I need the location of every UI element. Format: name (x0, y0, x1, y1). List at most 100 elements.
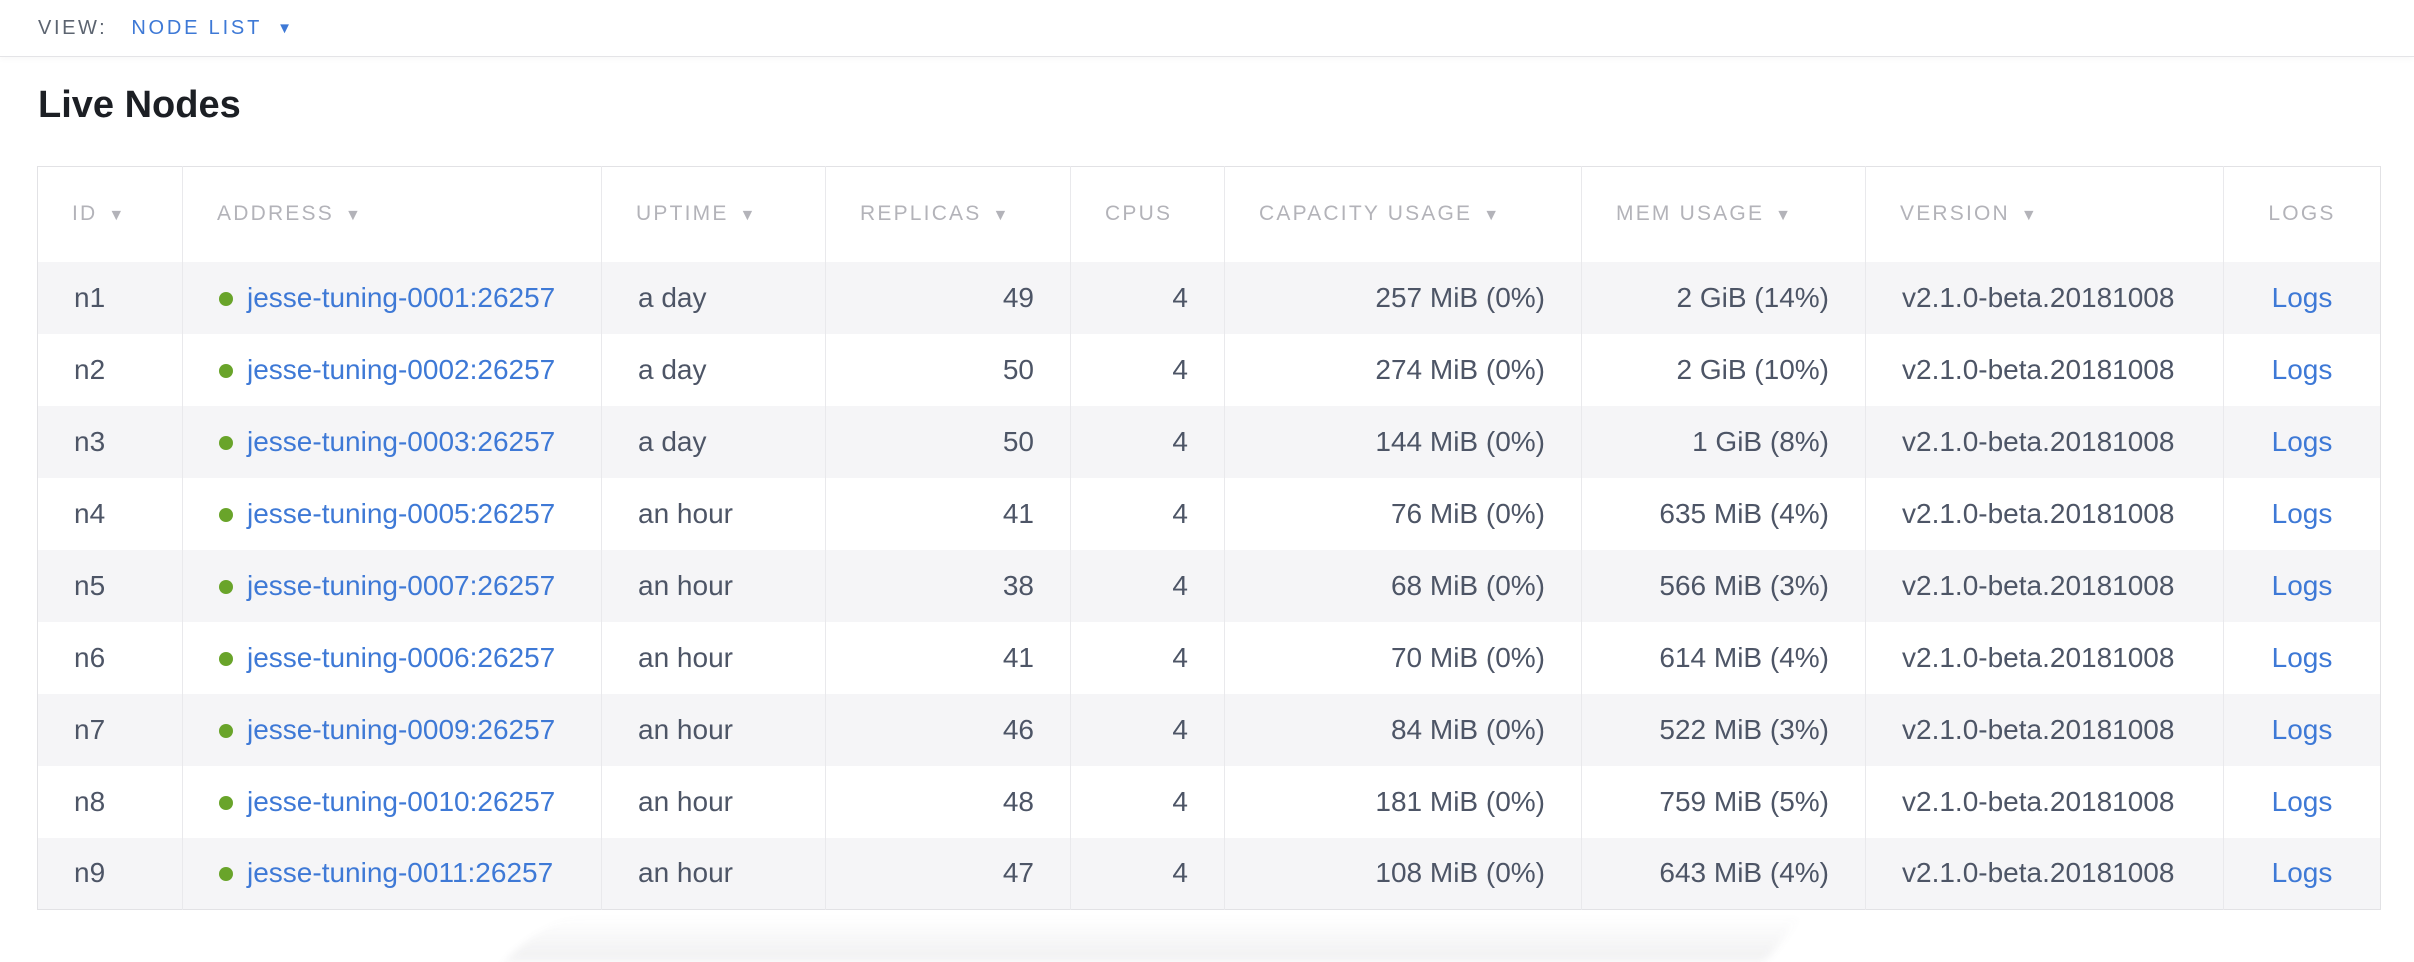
cell-logs: Logs (2223, 477, 2381, 550)
cell-uptime: an hour (601, 477, 826, 550)
address-link[interactable]: jesse-tuning-0005:26257 (247, 497, 556, 529)
logs-link[interactable]: Logs (2271, 353, 2333, 385)
column-header-label: CAPACITY USAGE (1259, 202, 1473, 226)
cell-version: v2.1.0-beta.20181008 (1865, 261, 2224, 334)
cell-id: n4 (74, 497, 106, 529)
column-header-address[interactable]: ADDRESS ▼ (182, 166, 602, 262)
logs-link[interactable]: Logs (2271, 857, 2333, 889)
live-nodes-table: ID ▼ ADDRESS ▼ UPTIME ▼ REPLICAS ▼ CPUS CAPACITY … (37, 166, 2381, 910)
cell-uptime: a day (601, 333, 826, 406)
cell-logs: Logs (2223, 765, 2381, 838)
cell-address: jesse-tuning-0011:26257 (182, 837, 602, 910)
address-link[interactable]: jesse-tuning-0003:26257 (247, 425, 556, 457)
cell-logs: Logs (2223, 549, 2381, 622)
cell-version: v2.1.0-beta.20181008 (1865, 405, 2224, 478)
table-row: n4 jesse-tuning-0005:26257 an hour 41 4 76 Mi… (38, 477, 2381, 550)
cell-mem: 566 MiB (3%) (1581, 549, 1866, 622)
column-header-capacity[interactable]: CAPACITY USAGE ▼ (1224, 166, 1582, 262)
node-status-live-icon (219, 867, 233, 882)
cell-address: jesse-tuning-0007:26257 (182, 549, 602, 622)
cell-address: jesse-tuning-0006:26257 (182, 621, 602, 694)
column-header-label: LOGS (2268, 202, 2336, 226)
table-header-row: ID ▼ ADDRESS ▼ UPTIME ▼ REPLICAS ▼ CPUS CAPACITY … (38, 166, 2381, 262)
column-header-logs: LOGS (2223, 166, 2381, 262)
column-header-replicas[interactable]: REPLICAS ▼ (825, 166, 1071, 262)
cell-mem: 643 MiB (4%) (1581, 837, 1866, 910)
node-status-live-icon (219, 363, 233, 378)
column-header-id[interactable]: ID ▼ (38, 167, 183, 262)
live-nodes-table-container: ID ▼ ADDRESS ▼ UPTIME ▼ REPLICAS ▼ CPUS CAPACITY … (37, 166, 2414, 910)
address-link[interactable]: jesse-tuning-0011:26257 (247, 857, 554, 889)
address-link[interactable]: jesse-tuning-0006:26257 (247, 641, 556, 673)
cell-version: v2.1.0-beta.20181008 (1865, 837, 2224, 910)
view-selector-dropdown[interactable]: NODE LIST ▼ (131, 17, 292, 40)
table-row: n9 jesse-tuning-0011:26257 an hour 47 4 108 M… (37, 837, 2381, 910)
cell-replicas: 49 (825, 261, 1071, 334)
cell-uptime: a day (601, 405, 826, 478)
logs-link[interactable]: Logs (2271, 641, 2333, 673)
cell-capacity: 108 MiB (0%) (1224, 837, 1582, 910)
cell-logs: Logs (2223, 621, 2381, 694)
cell-id: n8 (74, 785, 106, 817)
cell-capacity: 68 MiB (0%) (1224, 549, 1582, 622)
sort-desc-icon: ▼ (1775, 207, 1794, 225)
cell-address: jesse-tuning-0005:26257 (182, 477, 602, 550)
view-bar: VIEW: NODE LIST ▼ (0, 0, 2414, 57)
cell-address: jesse-tuning-0001:26257 (182, 261, 602, 334)
cell-replicas: 38 (825, 549, 1071, 622)
address-link[interactable]: jesse-tuning-0002:26257 (247, 353, 556, 385)
logs-link[interactable]: Logs (2271, 713, 2333, 745)
column-header-label: VERSION (1900, 202, 2010, 226)
address-link[interactable]: jesse-tuning-0010:26257 (247, 785, 556, 817)
cell-logs: Logs (2223, 837, 2381, 910)
column-header-uptime[interactable]: UPTIME ▼ (601, 166, 826, 262)
cell-uptime: an hour (601, 621, 826, 694)
cell-logs: Logs (2223, 261, 2381, 334)
cell-address: jesse-tuning-0009:26257 (182, 693, 602, 766)
cell-capacity: 257 MiB (0%) (1224, 261, 1582, 334)
cell-id: n6 (74, 641, 106, 673)
logs-link[interactable]: Logs (2271, 785, 2333, 817)
address-link[interactable]: jesse-tuning-0009:26257 (247, 713, 556, 745)
cell-mem: 635 MiB (4%) (1581, 477, 1866, 550)
cell-uptime: an hour (601, 837, 826, 910)
cell-address: jesse-tuning-0003:26257 (182, 405, 602, 478)
node-status-live-icon (219, 579, 233, 594)
cell-mem: 759 MiB (5%) (1581, 765, 1866, 838)
cell-cpus: 4 (1070, 621, 1225, 694)
cell-id: n2 (74, 353, 106, 385)
logs-link[interactable]: Logs (2271, 569, 2333, 601)
cell-capacity: 274 MiB (0%) (1224, 333, 1582, 406)
column-header-label: REPLICAS (860, 202, 982, 226)
cell-cpus: 4 (1070, 549, 1225, 622)
node-status-live-icon (219, 507, 233, 522)
cell-replicas: 50 (825, 405, 1071, 478)
page-title: Live Nodes (38, 84, 241, 126)
sort-desc-icon: ▼ (992, 207, 1011, 225)
table-body: n1 jesse-tuning-0001:26257 a day 49 4 257 MiB… (37, 261, 2381, 910)
column-header-version[interactable]: VERSION ▼ (1865, 166, 2224, 262)
cell-logs: Logs (2223, 333, 2381, 406)
cell-capacity: 144 MiB (0%) (1224, 405, 1582, 478)
cell-version: v2.1.0-beta.20181008 (1865, 549, 2224, 622)
cell-cpus: 4 (1070, 261, 1225, 334)
sort-desc-icon: ▼ (1483, 207, 1502, 225)
column-header-label: UPTIME (636, 202, 729, 226)
node-status-live-icon (219, 795, 233, 810)
cell-id: n3 (74, 425, 106, 457)
address-link[interactable]: jesse-tuning-0007:26257 (247, 569, 556, 601)
column-header-mem[interactable]: MEM USAGE ▼ (1581, 166, 1866, 262)
logs-link[interactable]: Logs (2271, 425, 2333, 457)
logs-link[interactable]: Logs (2271, 497, 2333, 529)
sort-desc-icon: ▼ (739, 207, 758, 225)
cell-cpus: 4 (1070, 693, 1225, 766)
address-link[interactable]: jesse-tuning-0001:26257 (247, 281, 556, 313)
cell-cpus: 4 (1070, 477, 1225, 550)
cell-replicas: 46 (825, 693, 1071, 766)
node-status-live-icon (219, 435, 233, 450)
cell-replicas: 48 (825, 765, 1071, 838)
logs-link[interactable]: Logs (2271, 281, 2333, 313)
cell-address: jesse-tuning-0002:26257 (182, 333, 602, 406)
cell-cpus: 4 (1070, 837, 1225, 910)
table-row: n6 jesse-tuning-0006:26257 an hour 41 4 70 Mi… (38, 621, 2381, 694)
